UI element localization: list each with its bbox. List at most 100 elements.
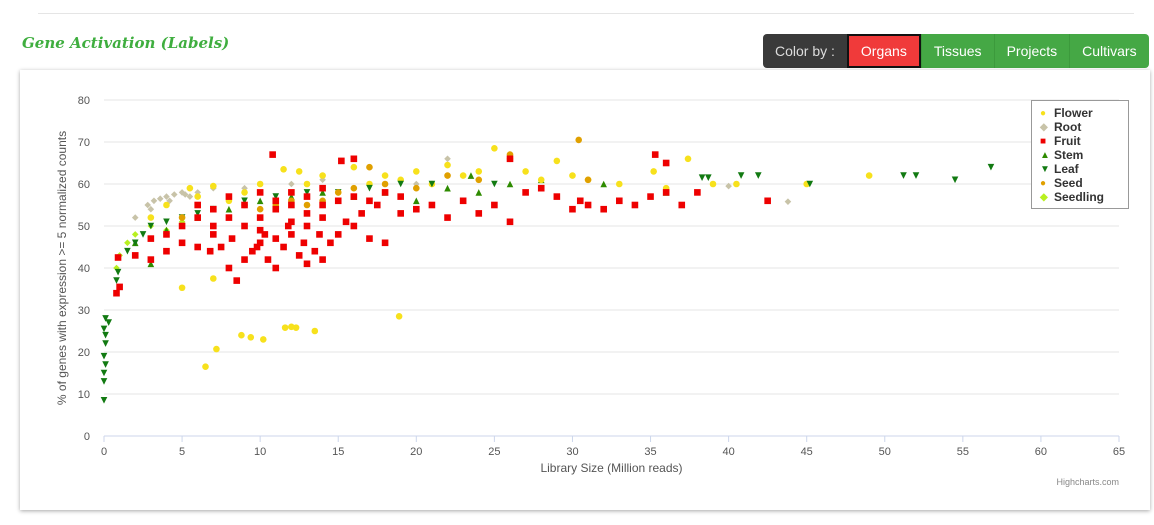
point-fruit [506, 155, 514, 163]
point-root [170, 191, 178, 198]
point-leaf [912, 172, 920, 179]
x-axis-title: Library Size (Million reads) [540, 461, 682, 475]
projects-button[interactable]: Projects [993, 34, 1070, 68]
point-fruit [381, 239, 389, 247]
legend-item-leaf[interactable]: ▼ Leaf [1040, 162, 1128, 176]
page-title: Gene Activation (Labels) [22, 34, 230, 52]
point-leaf [491, 180, 498, 188]
y-axis-title: % of genes with expression >= 5 normaliz… [55, 131, 69, 405]
point-flower [259, 336, 267, 343]
point-leaf [114, 268, 122, 276]
point-fruit [373, 201, 381, 209]
legend-item-seed[interactable]: ● Seed [1040, 176, 1128, 190]
point-root [444, 155, 451, 163]
point-fruit [576, 197, 584, 205]
x-tick-label: 20 [410, 446, 422, 458]
organs-button[interactable]: Organs [846, 34, 921, 68]
point-fruit [210, 222, 217, 230]
point-fruit [350, 222, 358, 230]
x-tick-label: 10 [254, 446, 266, 458]
point-flower [444, 161, 451, 169]
diamond-marker-icon: ◆ [1040, 121, 1048, 133]
triangle-marker-icon: ▲ [1040, 149, 1050, 161]
point-flower [733, 180, 740, 188]
point-fruit [506, 218, 514, 226]
point-fruit [163, 231, 170, 238]
point-fruit [444, 214, 451, 221]
point-leaf [272, 193, 280, 200]
x-tick-label: 45 [801, 446, 813, 458]
point-fruit [147, 256, 155, 263]
point-stem [506, 180, 514, 188]
point-fruit [381, 189, 389, 196]
point-fruit [300, 239, 308, 247]
tissues-button[interactable]: Tissues [920, 34, 994, 68]
point-flower [178, 284, 186, 292]
point-fruit [413, 205, 420, 213]
point-flower [569, 172, 576, 179]
point-fruit [319, 201, 326, 209]
x-tick-label: 60 [1035, 446, 1047, 458]
point-leaf [806, 180, 814, 188]
point-fruit [366, 197, 373, 205]
point-fruit [342, 218, 350, 226]
point-fruit [206, 247, 214, 255]
point-fruit [225, 193, 233, 200]
point-root [194, 189, 201, 196]
legend-label: Root [1054, 120, 1082, 134]
point-seed [256, 205, 264, 213]
point-fruit [113, 289, 120, 297]
y-tick-label: 30 [78, 305, 90, 317]
point-flower [280, 166, 287, 173]
legend-item-root[interactable]: ◆ Root [1040, 120, 1128, 134]
point-fruit [225, 264, 233, 272]
point-fruit [217, 243, 225, 251]
point-fruit [694, 189, 701, 196]
point-seedling [124, 239, 131, 247]
point-fruit [647, 193, 654, 200]
x-tick-label: 50 [879, 446, 891, 458]
point-root [178, 189, 186, 196]
y-tick-label: 60 [78, 179, 90, 191]
point-fruit [194, 243, 201, 251]
point-leaf [428, 180, 436, 188]
point-leaf [105, 319, 112, 326]
x-tick-label: 25 [488, 446, 500, 458]
legend-item-fruit[interactable]: ■ Fruit [1040, 134, 1128, 148]
point-fruit [350, 155, 358, 163]
point-seed [475, 176, 483, 184]
point-fruit [311, 247, 319, 255]
point-fruit [303, 260, 311, 268]
point-leaf [102, 315, 109, 322]
point-stem [147, 260, 155, 268]
point-leaf [100, 325, 108, 333]
point-leaf [303, 189, 311, 196]
point-flower [475, 168, 483, 175]
legend-item-seedling[interactable]: ◆ Seedling [1040, 190, 1128, 204]
cultivars-button[interactable]: Cultivars [1069, 34, 1149, 68]
point-fruit [131, 252, 139, 259]
point-fruit [225, 214, 233, 221]
point-fruit [316, 231, 323, 238]
point-root [784, 198, 792, 205]
point-fruit [569, 205, 576, 213]
point-fruit [397, 210, 404, 217]
point-fruit [256, 226, 264, 234]
point-fruit [256, 214, 264, 221]
point-fruit [272, 197, 280, 205]
legend-item-flower[interactable]: ● Flower [1040, 106, 1128, 120]
y-tick-label: 10 [78, 389, 90, 401]
point-leaf [100, 378, 108, 385]
point-leaf [951, 176, 959, 184]
point-stem [467, 172, 475, 179]
point-fruit [334, 197, 342, 205]
point-leaf [698, 174, 706, 181]
point-leaf [754, 172, 762, 179]
legend-label: Leaf [1054, 162, 1079, 176]
point-leaf [139, 231, 147, 238]
point-fruit [764, 197, 771, 205]
y-tick-label: 50 [78, 221, 90, 233]
point-fruit [358, 210, 365, 217]
legend-item-stem[interactable]: ▲ Stem [1040, 148, 1128, 162]
point-fruit [303, 222, 311, 230]
